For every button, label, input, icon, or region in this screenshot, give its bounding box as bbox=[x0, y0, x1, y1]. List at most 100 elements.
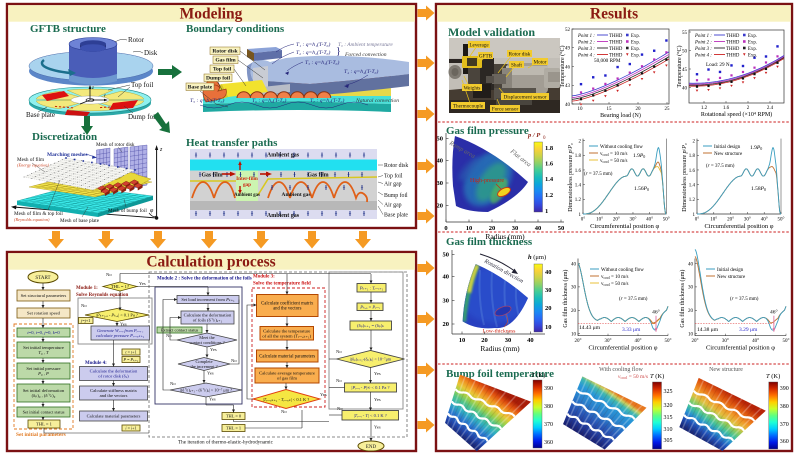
svg-text:t=0, i=0, j=0, k=0: t=0, i=0, j=0, k=0 bbox=[27, 330, 60, 336]
svg-text:vcool = 50 m/s: vcool = 50 m/s bbox=[618, 374, 648, 380]
svg-text:50: 50 bbox=[682, 49, 688, 54]
svg-text:1.58P0: 1.58P0 bbox=[751, 186, 766, 192]
svg-text:|T﹇ - T| < 0.1 K ?: |T﹇ - T| < 0.1 K ? bbox=[354, 413, 387, 418]
svg-text:30°: 30° bbox=[629, 218, 636, 223]
svg-text:Bump foil: Bump foil bbox=[384, 192, 408, 199]
svg-text:Point 2 :: Point 2 : bbox=[577, 41, 595, 46]
svg-text:Results: Results bbox=[590, 6, 638, 23]
svg-text:the increment ?: the increment ? bbox=[190, 364, 217, 369]
svg-text:With cooling flow: With cooling flow bbox=[599, 366, 643, 373]
svg-text:0: 0 bbox=[444, 225, 447, 232]
svg-text:Complete: Complete bbox=[195, 359, 212, 364]
svg-text:40°: 40° bbox=[752, 339, 759, 344]
svg-text:Without cooling flow: Without cooling flow bbox=[601, 268, 644, 273]
svg-text:Base plate: Base plate bbox=[188, 85, 213, 91]
svg-text:Load: 29 N: Load: 29 N bbox=[706, 62, 730, 68]
svg-text:THL = 1: THL = 1 bbox=[36, 422, 53, 427]
svg-text:315: 315 bbox=[664, 415, 673, 421]
svg-text:Calculate material parameters: Calculate material parameters bbox=[87, 414, 141, 419]
svg-text:Point 2 :: Point 2 : bbox=[694, 41, 712, 46]
svg-text:Initial design: Initial design bbox=[714, 145, 741, 150]
svg-text:50°: 50° bbox=[783, 339, 790, 344]
svg-text:Mesh of bump foil: Mesh of bump foil bbox=[108, 207, 147, 214]
svg-text:vcool = 50 m/s: vcool = 50 m/s bbox=[600, 159, 628, 164]
svg-text:calculate pressure P﹇,ₖ₊₁: calculate pressure P﹇,ₖ₊₁ bbox=[96, 333, 145, 339]
svg-text:(r = 37.5 mm): (r = 37.5 mm) bbox=[730, 297, 759, 302]
svg-text:Disk: Disk bbox=[144, 49, 158, 57]
svg-text:40: 40 bbox=[527, 337, 534, 344]
svg-text:10: 10 bbox=[578, 107, 584, 112]
svg-text:2: 2 bbox=[579, 139, 582, 144]
svg-text:Motor: Motor bbox=[534, 59, 547, 65]
svg-text:T₇ : q=h₇(T-T₀): T₇ : q=h₇(T-T₀) bbox=[310, 97, 345, 104]
svg-text:Air gap: Air gap bbox=[384, 203, 402, 209]
svg-text:of all the system (T﹇,ₖ₊₁): of all the system (T﹇,ₖ₊₁) bbox=[262, 333, 311, 339]
svg-text:vcool = 10 m/s: vcool = 10 m/s bbox=[601, 275, 629, 280]
svg-text:Exp.: Exp. bbox=[631, 41, 640, 46]
svg-text:THHD: THHD bbox=[609, 41, 623, 46]
svg-text:Circumferential position φ: Circumferential position φ bbox=[590, 223, 659, 230]
svg-text:20°: 20° bbox=[575, 339, 582, 344]
svg-text:40: 40 bbox=[682, 87, 688, 92]
svg-text:and the vectors: and the vectors bbox=[273, 307, 302, 312]
svg-text:t = t+1: t = t+1 bbox=[125, 350, 136, 355]
svg-text:Point 4 :: Point 4 : bbox=[694, 54, 712, 59]
svg-text:30°: 30° bbox=[744, 218, 751, 223]
svg-text:No: No bbox=[281, 409, 287, 414]
svg-text:1.6: 1.6 bbox=[723, 106, 730, 111]
svg-text:Yes: Yes bbox=[374, 425, 381, 430]
svg-text:20: 20 bbox=[636, 107, 642, 112]
svg-text:Calculate material parameters: Calculate material parameters bbox=[259, 355, 315, 360]
svg-text:50: 50 bbox=[558, 225, 565, 232]
svg-text:43: 43 bbox=[565, 84, 571, 89]
svg-text:THHD: THHD bbox=[609, 47, 623, 52]
svg-text:30: 30 bbox=[545, 287, 552, 294]
svg-text:1: 1 bbox=[693, 213, 696, 218]
svg-text:High-pressure: High-pressure bbox=[470, 178, 504, 184]
svg-text:Dimensionless pressure p/P₀: Dimensionless pressure p/P₀ bbox=[682, 143, 688, 212]
svg-text:T (K): T (K) bbox=[531, 372, 545, 379]
svg-text:14.43 μm: 14.43 μm bbox=[579, 325, 601, 331]
svg-text:Pₖ₊₁ : T﹇₊₁: Pₖ₊₁ : T﹇₊₁ bbox=[359, 285, 384, 290]
svg-text:Set initial temperature: Set initial temperature bbox=[23, 345, 64, 350]
svg-text:1.8: 1.8 bbox=[689, 154, 696, 159]
svg-text:Point 1 :: Point 1 : bbox=[694, 34, 712, 39]
svg-text:of foils (δ﹆)ₐ₊₁: of foils (δ﹆)ₐ₊₁ bbox=[193, 318, 223, 323]
svg-text:1.8: 1.8 bbox=[545, 145, 554, 152]
svg-text:Yes: Yes bbox=[210, 347, 217, 352]
svg-text:320: 320 bbox=[664, 403, 673, 409]
svg-text:Gas film: Gas film bbox=[201, 173, 222, 179]
svg-text:14.38 μm: 14.38 μm bbox=[697, 327, 719, 333]
svg-text:30: 30 bbox=[443, 297, 450, 304]
svg-text:of rotor disk (δₓ): of rotor disk (δₓ) bbox=[98, 374, 129, 379]
svg-text:370: 370 bbox=[780, 422, 789, 428]
svg-text:Calculate the deformation: Calculate the deformation bbox=[90, 369, 138, 374]
svg-text:gap: gap bbox=[243, 182, 251, 188]
svg-text:Set initial contact status: Set initial contact status bbox=[23, 410, 65, 415]
svg-text:40°: 40° bbox=[761, 218, 768, 223]
svg-text:Calculate coefficient matrix: Calculate coefficient matrix bbox=[261, 302, 314, 307]
svg-text:50°: 50° bbox=[778, 218, 785, 223]
svg-text:Inter-film: Inter-film bbox=[236, 176, 258, 182]
svg-text:and the vectors: and the vectors bbox=[100, 393, 128, 398]
svg-text:30: 30 bbox=[571, 286, 577, 291]
svg-text:φ: φ bbox=[150, 208, 154, 214]
svg-text:Natural convection: Natural convection bbox=[355, 98, 399, 104]
svg-text:Marching meshes: Marching meshes bbox=[47, 152, 87, 158]
svg-text:Calculation process: Calculation process bbox=[146, 254, 275, 271]
svg-text:Heat transfer paths: Heat transfer paths bbox=[186, 137, 278, 149]
svg-text:(δₚ)₀ , (δ﹆)₀: (δₚ)₀ , (δ﹆)₀ bbox=[32, 393, 56, 399]
svg-text:(Reynolds equation): (Reynolds equation) bbox=[14, 217, 50, 222]
svg-text:START: START bbox=[35, 276, 50, 281]
svg-text:Ambient gas: Ambient gas bbox=[267, 153, 300, 159]
svg-text:No: No bbox=[336, 378, 342, 383]
svg-text:40: 40 bbox=[443, 274, 450, 281]
svg-text:2: 2 bbox=[693, 139, 696, 144]
svg-text:10: 10 bbox=[688, 333, 694, 338]
svg-text:40: 40 bbox=[571, 262, 577, 267]
svg-text:30: 30 bbox=[437, 180, 444, 187]
svg-text:Mesh of rotor disk: Mesh of rotor disk bbox=[96, 141, 135, 148]
svg-text:10: 10 bbox=[466, 225, 473, 232]
svg-text:1.6: 1.6 bbox=[545, 161, 554, 168]
svg-text:40: 40 bbox=[545, 269, 552, 276]
